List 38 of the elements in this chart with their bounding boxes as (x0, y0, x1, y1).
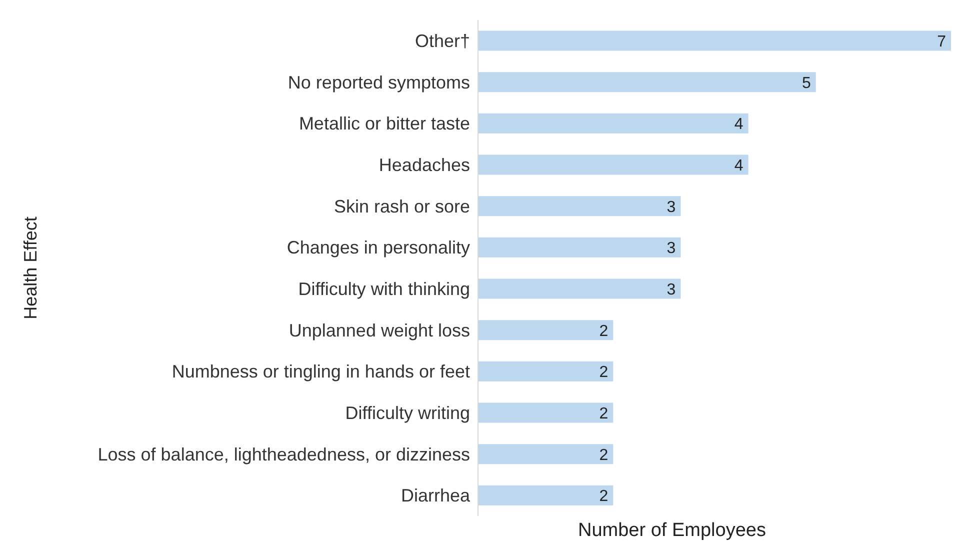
x-axis-title: Number of Employees (577, 520, 767, 542)
bar (478, 402, 614, 423)
y-tick-label: Other† (414, 31, 470, 52)
bar (478, 485, 614, 506)
data-label: 3 (666, 240, 676, 258)
bar (478, 154, 748, 175)
data-label: 3 (666, 198, 676, 216)
y-tick-label: Metallic or bitter taste (298, 114, 470, 134)
data-label: 2 (599, 364, 608, 382)
y-tick-label: Unplanned weight loss (288, 320, 470, 340)
data-label: 3 (666, 281, 676, 298)
y-tick-label: Diarrhea (400, 486, 471, 506)
y-tick-label: No reported symptoms (288, 72, 470, 92)
data-label: 4 (734, 116, 744, 134)
bar (478, 361, 614, 382)
data-label: 2 (599, 446, 608, 464)
y-tick-label: Difficulty with thinking (298, 279, 470, 300)
bar (478, 30, 951, 51)
data-label: 2 (599, 405, 608, 422)
y-tick-label: Numbness or tingling in hands or feet (172, 362, 470, 382)
data-label: 4 (734, 157, 744, 174)
data-label: 2 (599, 322, 608, 340)
bar (478, 196, 681, 216)
bar (478, 237, 681, 258)
y-tick-label: Loss of balance, lightheadedness, or dizziness (98, 444, 470, 464)
y-axis-title: Health Effect (20, 216, 40, 320)
data-label: 7 (937, 33, 946, 50)
data-label: 2 (599, 488, 608, 506)
y-tick-label: Difficulty writing (345, 403, 470, 424)
bar (478, 278, 681, 299)
y-tick-label: Headaches (378, 155, 470, 176)
bar (478, 113, 748, 134)
bar (478, 72, 816, 92)
bar (478, 444, 614, 464)
y-tick-label: Changes in personality (286, 238, 470, 258)
data-label: 5 (802, 74, 811, 92)
bar (478, 320, 614, 340)
y-tick-label: Skin rash or sore (334, 196, 470, 216)
